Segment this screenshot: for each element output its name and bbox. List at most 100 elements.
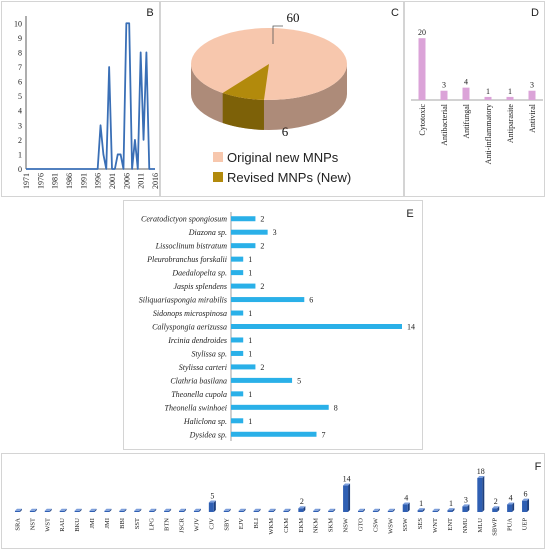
bar-side-f — [154, 508, 157, 512]
bar-side-f — [273, 508, 276, 512]
data-label-e: 2 — [260, 363, 264, 372]
bar-side-f — [497, 506, 500, 512]
bar-top-f — [74, 508, 82, 511]
bar-f — [387, 510, 393, 512]
bar-side-f — [213, 500, 216, 512]
bar-f — [372, 510, 378, 512]
bar-e — [231, 364, 256, 370]
bar-f — [119, 510, 125, 512]
category-label-f: JSCR — [179, 517, 186, 532]
category-label-f: EKM — [298, 518, 305, 533]
bar-e — [231, 229, 268, 235]
y-tick-label-b: 1 — [18, 150, 22, 159]
bar-side-f — [482, 476, 485, 512]
data-label-original: 60 — [287, 10, 300, 25]
category-label-e: Jaspis splendens — [173, 282, 227, 291]
bar-f — [164, 510, 170, 512]
data-label-e: 5 — [297, 376, 301, 385]
bar-e — [231, 337, 244, 343]
bar-side-f — [452, 508, 455, 512]
y-tick-label-b: 8 — [18, 48, 22, 57]
data-label-d: 4 — [464, 78, 468, 87]
category-label-d: Antibacterial — [440, 103, 449, 146]
bar-f — [447, 510, 453, 512]
x-tick-label-b: 2011 — [137, 173, 146, 189]
bar-side-f — [228, 508, 231, 512]
bar-side-f — [318, 508, 321, 512]
bar-f — [193, 510, 199, 512]
pie-side-revised — [222, 92, 264, 130]
y-tick-label-b: 4 — [18, 107, 22, 116]
data-label-e: 1 — [248, 336, 252, 345]
bar-side-f — [169, 508, 172, 512]
x-tick-label-b: 1971 — [22, 173, 31, 189]
category-label-e: Siliquariaspongia mirabilis — [139, 296, 227, 305]
bar-e — [231, 297, 305, 303]
category-label-f: SKM — [328, 518, 335, 532]
bar-e — [231, 350, 244, 356]
category-label-f: PUA — [507, 518, 514, 531]
category-label-e: Stylissa carteri — [179, 363, 227, 372]
bar-e — [231, 377, 293, 383]
data-label-e: 1 — [248, 349, 252, 358]
bar-top-f — [507, 502, 515, 505]
bar-top-f — [104, 508, 112, 511]
bar-f — [208, 502, 214, 512]
data-label-f: 1 — [449, 499, 453, 508]
bar-side-f — [243, 508, 246, 512]
category-label-f: NST — [29, 518, 36, 530]
bar-e — [231, 256, 244, 262]
y-tick-label-b: 7 — [18, 63, 22, 72]
bar-f — [59, 510, 65, 512]
bar-f — [223, 510, 229, 512]
bar-top-f — [29, 508, 37, 511]
category-label-f: MLU — [477, 518, 484, 533]
bar-side-f — [288, 508, 291, 512]
data-label-e: 14 — [407, 323, 415, 332]
bar-f — [104, 510, 110, 512]
bar-side-f — [184, 508, 187, 512]
series-line-b — [26, 22, 155, 170]
category-label-f: BLI — [253, 518, 260, 528]
bar-f — [179, 510, 185, 512]
panel-e: E Ceratodictyon spongiosum 2 Diazona sp. 3 L… — [123, 200, 423, 450]
category-label-f: BKU — [74, 518, 81, 532]
data-label-d: 3 — [530, 81, 534, 90]
data-label-f: 14 — [343, 475, 351, 484]
x-tick-label-b: 1991 — [79, 173, 88, 189]
panel-label-e: E — [406, 208, 413, 220]
bar-f — [343, 485, 349, 512]
pie-chart-c: C 60 6 Original new MNPs Revised MNPs (New) — [191, 7, 399, 185]
category-label-e: Clathria basilana — [170, 376, 227, 385]
x-tick-label-b: 1996 — [94, 173, 103, 189]
category-label-d: Anti-inflammatory — [484, 104, 493, 164]
bar-top-f — [432, 508, 440, 511]
bar-top-f — [193, 508, 201, 511]
bar-top-f — [492, 506, 500, 509]
panel-label-c: C — [391, 7, 399, 19]
bar-side-f — [392, 508, 395, 512]
data-label-e: 1 — [248, 309, 252, 318]
category-label-f: BBI — [119, 518, 126, 529]
bar-f — [462, 506, 468, 512]
bar-side-f — [19, 508, 22, 512]
bar-top-f — [208, 500, 216, 503]
panel-d: D 20 Cytotoxic 3 Antibacterial 4 Antifungal 1 A… — [404, 1, 545, 197]
bar-e — [231, 243, 256, 249]
x-tick-label-b: 2016 — [151, 173, 160, 189]
bar-side-f — [34, 508, 37, 512]
bar-top-f — [164, 508, 172, 511]
bar-f — [268, 510, 274, 512]
bar-f — [29, 510, 35, 512]
y-tick-label-b: 3 — [18, 121, 22, 130]
bar-top-f — [253, 508, 261, 511]
data-label-f: 6 — [524, 490, 528, 499]
bar-f — [238, 510, 244, 512]
category-label-e: Stylissa sp. — [191, 349, 227, 358]
bar-side-f — [422, 508, 425, 512]
bar-e — [231, 404, 329, 410]
category-label-f: SBWP — [492, 518, 499, 536]
data-label-e: 1 — [248, 269, 252, 278]
bar-e — [231, 283, 256, 289]
category-label-f: BTN — [164, 518, 171, 531]
